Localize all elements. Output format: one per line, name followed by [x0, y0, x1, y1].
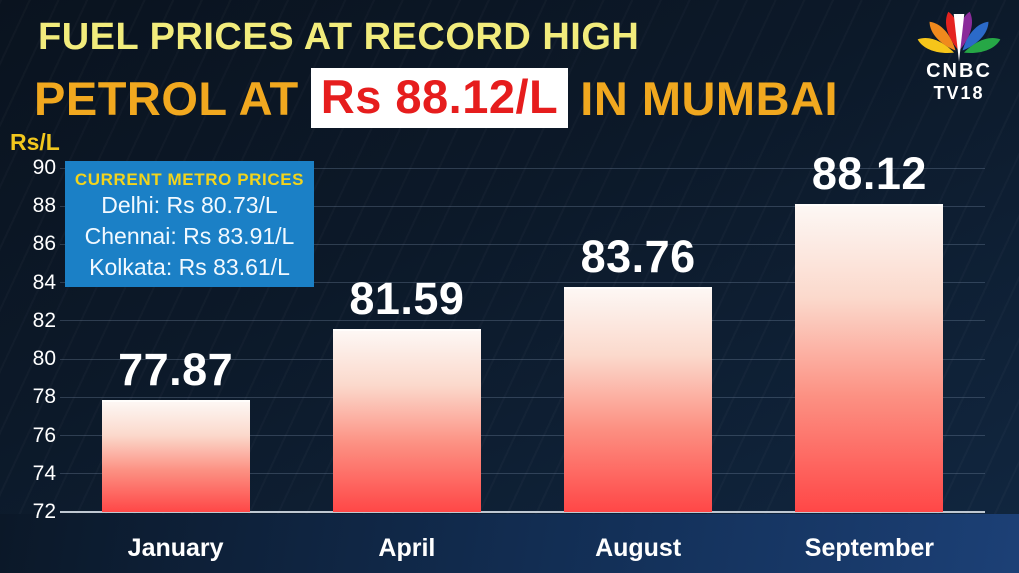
y-tick-label: 72: [32, 500, 56, 523]
info-box-title: CURRENT METRO PRICES: [74, 170, 305, 189]
peacock-icon: [917, 11, 1001, 62]
headline-primary: FUEL PRICES AT RECORD HIGH: [38, 16, 640, 58]
bar-value-label: 77.87: [118, 343, 234, 395]
y-tick-label: 84: [32, 270, 56, 294]
bar-value-label: 81.59: [349, 272, 465, 324]
gridline: [60, 358, 985, 360]
peacock-feather: [962, 21, 989, 51]
y-tick-label: 86: [32, 232, 56, 256]
metro-prices-info-box: CURRENT METRO PRICES Delhi: Rs 80.73/L Ch…: [65, 161, 314, 287]
gridline: [60, 282, 985, 284]
headline-prefix: PETROL AT: [34, 71, 299, 125]
x-tick-label: April: [378, 534, 436, 562]
bar-april: [332, 328, 481, 512]
x-axis-line: [60, 511, 985, 513]
info-box-row: Delhi: Rs 80.73/L: [101, 192, 278, 218]
x-tick-label: January: [127, 534, 224, 562]
x-tick-label: September: [804, 534, 934, 562]
gridline: [60, 320, 985, 322]
y-tick-label: 82: [32, 308, 56, 332]
gridline: [60, 473, 985, 475]
info-box-row: Chennai: Rs 83.91/L: [84, 223, 295, 249]
x-axis-band: [0, 514, 1019, 573]
y-tick-label: 74: [32, 461, 56, 485]
bar-value-label: 88.12: [811, 147, 927, 199]
gridline: [60, 396, 985, 398]
x-tick-label: August: [595, 534, 682, 562]
y-tick-label: 90: [32, 156, 56, 179]
gridline: [60, 167, 985, 169]
info-box-row: Kolkata: Rs 83.61/L: [89, 254, 290, 280]
bar-august: [564, 287, 713, 512]
y-tick-label: 80: [32, 347, 56, 371]
y-tick-label: 76: [32, 423, 56, 447]
gridline: [60, 205, 985, 207]
peacock-feather: [929, 21, 956, 51]
y-axis-unit-label: Rs/L: [10, 129, 60, 155]
peacock-feather: [917, 38, 955, 54]
y-tick-label: 88: [32, 194, 56, 218]
gridline: [60, 243, 985, 245]
bar-september: [795, 203, 944, 512]
cnbc-tv18-logo: CNBC TV18: [909, 8, 1009, 104]
headline-price-highlight: Rs 88.12/L: [310, 68, 569, 128]
logo-text-cnbc: CNBC: [926, 60, 992, 82]
headline-secondary: PETROL AT Rs 88.12/L IN MUMBAI: [34, 68, 838, 128]
y-tick-label: 78: [32, 385, 56, 409]
info-box-rows: Delhi: Rs 80.73/L Chennai: Rs 83.91/L Kolk…: [65, 190, 314, 283]
gridline: [60, 435, 985, 437]
bar-value-label: 83.76: [580, 231, 696, 283]
logo-text-tv18: TV18: [933, 83, 985, 103]
headline-suffix: IN MUMBAI: [580, 71, 839, 125]
peacock-feather: [963, 38, 1001, 54]
bar-january: [101, 399, 250, 512]
